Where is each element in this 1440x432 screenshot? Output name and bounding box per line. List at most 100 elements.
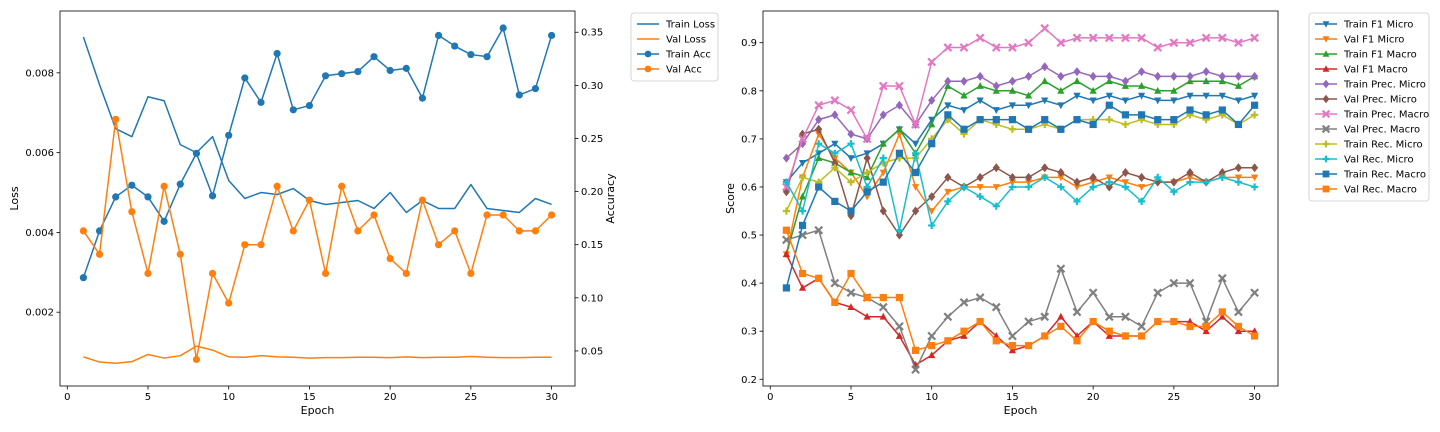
score-chart: 0 5 10 15 20 25 30 0.2 0.3 0.4 0.5 0.6 0.7 0.8 0.9 Epoc… bbox=[724, 10, 1430, 417]
data-point bbox=[354, 227, 362, 235]
y-tick-label: 0.004 bbox=[25, 228, 54, 239]
data-point bbox=[338, 182, 346, 190]
series-val-loss bbox=[83, 345, 552, 365]
data-point bbox=[976, 317, 984, 326]
series-train-loss bbox=[82, 36, 552, 214]
data-point bbox=[112, 115, 120, 123]
data-point bbox=[782, 226, 791, 234]
data-point bbox=[782, 153, 791, 163]
data-point bbox=[1008, 172, 1017, 182]
data-point bbox=[1057, 174, 1065, 182]
x-tick-label: 15 bbox=[303, 392, 316, 403]
series-line-val-prec-micro bbox=[785, 128, 1255, 236]
data-point bbox=[960, 107, 968, 114]
data-point bbox=[1218, 92, 1226, 100]
legend-label: Train F1 Macro bbox=[1343, 50, 1417, 61]
data-point bbox=[1186, 174, 1194, 182]
y-axis-label: Score bbox=[724, 183, 737, 214]
data-point bbox=[798, 173, 807, 181]
data-point bbox=[878, 81, 888, 91]
data-point bbox=[547, 211, 556, 219]
data-point bbox=[1137, 92, 1146, 100]
data-point bbox=[1234, 82, 1243, 89]
legend-label: Train Rec. Micro bbox=[1343, 140, 1423, 151]
data-point bbox=[1153, 43, 1163, 52]
y-tick-label: 0.2 bbox=[741, 375, 757, 386]
data-point bbox=[1072, 33, 1082, 43]
data-point bbox=[815, 124, 823, 134]
data-point bbox=[991, 302, 1001, 312]
data-point bbox=[402, 64, 410, 72]
data-point bbox=[192, 355, 201, 364]
data-point bbox=[895, 230, 904, 240]
legend-entry-val-acc: Val Acc bbox=[637, 65, 702, 76]
y2-tick-label: 0.10 bbox=[581, 293, 603, 304]
legend-label: Val Rec. Macro bbox=[1344, 185, 1417, 196]
data-point bbox=[1073, 177, 1081, 187]
data-point bbox=[160, 182, 168, 190]
data-point bbox=[1073, 337, 1081, 345]
legend-entry-train-prec-macro: Train Prec. Macro bbox=[1315, 110, 1429, 121]
data-point bbox=[815, 154, 823, 161]
data-point bbox=[1024, 179, 1033, 187]
legend-entry-train-f1-macro: Train F1 Macro bbox=[1315, 50, 1417, 61]
y-tick-label: 0.006 bbox=[25, 148, 54, 159]
data-point bbox=[321, 72, 330, 80]
data-point bbox=[1041, 173, 1049, 181]
data-point bbox=[1186, 178, 1194, 186]
data-point bbox=[1073, 116, 1081, 124]
data-point bbox=[1104, 312, 1114, 322]
data-point bbox=[434, 31, 443, 40]
data-point bbox=[531, 227, 540, 235]
data-point bbox=[225, 299, 233, 307]
data-point bbox=[846, 105, 856, 115]
data-point bbox=[1169, 38, 1179, 48]
data-point bbox=[879, 178, 887, 186]
data-point bbox=[1024, 71, 1033, 81]
data-point bbox=[289, 227, 297, 235]
y-tick-label: 0.3 bbox=[741, 327, 757, 338]
data-point bbox=[1089, 172, 1097, 182]
data-point bbox=[1202, 67, 1210, 77]
legend-entry-train-rec-macro: Train Rec. Macro bbox=[1315, 170, 1426, 181]
x-axis-label: Epoch bbox=[1004, 404, 1038, 417]
data-point bbox=[1202, 322, 1210, 330]
data-point bbox=[128, 181, 136, 189]
data-point bbox=[1137, 33, 1146, 43]
data-point bbox=[782, 182, 791, 192]
legend-entry-val-prec-micro: Val Prec. Micro bbox=[1315, 95, 1417, 106]
data-point bbox=[944, 197, 952, 205]
series-train-rec-micro bbox=[782, 111, 1259, 215]
data-point bbox=[305, 196, 314, 204]
legend-box bbox=[1308, 12, 1430, 202]
data-point bbox=[1186, 322, 1194, 330]
data-point bbox=[241, 74, 249, 82]
data-point bbox=[1121, 76, 1130, 86]
data-point bbox=[160, 217, 168, 225]
y2-tick-label: 0.30 bbox=[581, 81, 603, 92]
legend-label: Train Prec. Macro bbox=[1343, 110, 1429, 121]
data-point bbox=[1024, 102, 1033, 110]
data-point bbox=[1057, 125, 1065, 133]
data-point bbox=[782, 178, 791, 186]
legend-marker bbox=[1322, 36, 1330, 43]
data-point bbox=[895, 100, 904, 110]
data-point bbox=[1234, 97, 1243, 105]
data-point bbox=[1169, 278, 1179, 288]
data-point bbox=[976, 192, 984, 201]
data-point bbox=[1057, 71, 1065, 81]
data-point bbox=[831, 164, 839, 172]
data-point bbox=[878, 302, 888, 312]
data-point bbox=[879, 139, 887, 147]
data-point bbox=[1104, 33, 1114, 43]
data-point bbox=[370, 211, 378, 219]
data-point bbox=[847, 178, 855, 186]
legend-label: Val F1 Micro bbox=[1344, 35, 1404, 46]
data-point bbox=[1024, 183, 1033, 191]
legend-marker bbox=[1322, 155, 1330, 163]
data-point bbox=[992, 81, 1000, 91]
series-val-prec-macro bbox=[782, 225, 1259, 375]
data-point bbox=[847, 140, 855, 148]
data-point bbox=[847, 207, 855, 215]
data-point bbox=[1089, 97, 1097, 105]
